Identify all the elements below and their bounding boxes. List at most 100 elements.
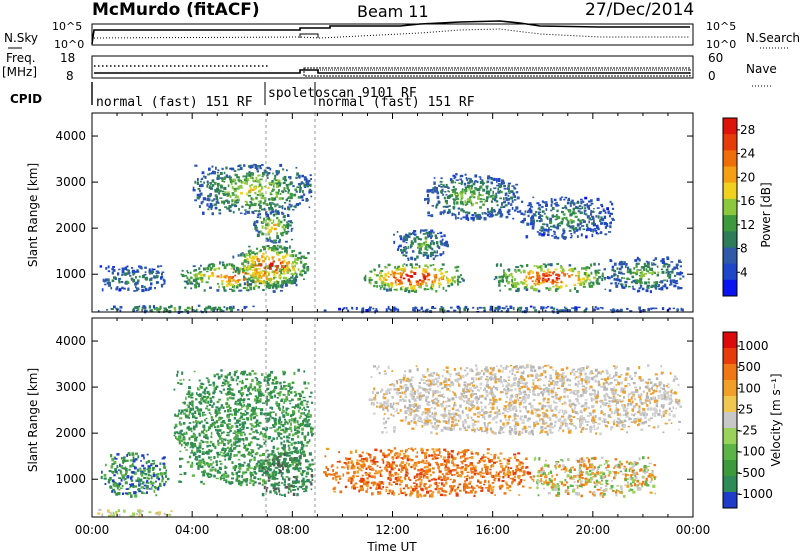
echo-cell [454, 214, 457, 217]
echo-cell [199, 194, 201, 198]
echo-cell [593, 208, 595, 210]
echo-cell [186, 282, 190, 285]
echo-cell [214, 409, 218, 411]
echo-cell [157, 272, 161, 274]
echo-cell [288, 278, 291, 280]
echo-cell [489, 309, 493, 311]
echo-cell [427, 235, 430, 238]
echo-cell [576, 200, 580, 203]
echo-cell [607, 276, 609, 279]
echo-cell [110, 454, 113, 458]
echo-cell [632, 276, 635, 279]
echo-cell [253, 286, 256, 290]
echo-cell [281, 197, 284, 200]
echo-cell [566, 201, 570, 205]
echo-cell [673, 266, 676, 270]
echo-cell [569, 236, 573, 239]
echo-cell [216, 455, 219, 458]
echo-cell [209, 468, 213, 472]
echo-cell [125, 470, 128, 474]
echo-cell [464, 305, 468, 309]
echo-cell [275, 170, 278, 173]
ytick-label: 3000 [55, 175, 86, 189]
echo-cell [299, 184, 301, 188]
echo-cell [211, 444, 215, 447]
echo-cell [587, 205, 590, 209]
echo-cell [562, 230, 565, 232]
echo-cell [288, 199, 291, 203]
echo-cell [229, 181, 233, 184]
echo-cell [281, 282, 285, 284]
echo-cell [515, 183, 519, 186]
echo-cell [207, 400, 210, 404]
echo-cell [665, 271, 668, 274]
echo-cell [242, 426, 245, 430]
echo-cell [259, 164, 262, 168]
echo-cell [207, 195, 210, 198]
echo-cell [611, 212, 614, 215]
echo-cell [308, 191, 311, 194]
echo-cell [405, 236, 409, 240]
echo-cell [146, 479, 149, 483]
echo-cell [241, 392, 245, 396]
echo-cell [581, 267, 583, 270]
echo-cell [291, 480, 295, 484]
echo-cell [224, 379, 228, 383]
echo-cell [293, 406, 296, 410]
echo-cell [563, 273, 566, 277]
echo-cell [425, 275, 427, 277]
echo-cell [390, 282, 393, 285]
echo-cell [571, 199, 574, 203]
echo-cell [288, 448, 291, 452]
echo-cell [566, 223, 569, 226]
echo-cell [580, 233, 583, 237]
echo-cell [402, 246, 406, 249]
echo-cell [310, 488, 313, 491]
echo-cell [311, 463, 315, 466]
echo-cell [557, 216, 561, 219]
echo-cell [246, 417, 249, 420]
echo-cell [619, 261, 621, 264]
echo-cell [452, 174, 455, 177]
echo-cell [212, 443, 215, 445]
echo-cell [231, 286, 234, 289]
echo-cell [258, 454, 263, 457]
echo-cell [675, 263, 679, 267]
echo-cell [274, 467, 278, 469]
echo-cell [433, 177, 436, 179]
echo-cell [111, 479, 115, 483]
echo-cell [146, 476, 149, 479]
echo-cell [502, 197, 505, 201]
echo-cell [231, 186, 234, 190]
echo-cell [453, 309, 455, 312]
echo-cell [147, 477, 151, 480]
echo-cell [433, 181, 436, 185]
echo-cell [206, 463, 210, 466]
echo-cell [283, 440, 286, 443]
echo-cell [588, 279, 591, 281]
echo-cell [253, 456, 256, 460]
echo-cell [305, 479, 309, 483]
echo-cell [627, 266, 630, 270]
echo-cell [272, 219, 275, 223]
echo-cell [289, 192, 292, 196]
echo-cell [238, 390, 241, 393]
echo-cell [645, 268, 648, 271]
echo-cell [276, 253, 280, 256]
echo-cell [269, 393, 272, 396]
echo-cell [398, 279, 401, 282]
echo-cell [578, 227, 581, 231]
echo-cell [542, 306, 545, 310]
echo-cell [194, 410, 197, 414]
echo-cell [587, 208, 591, 210]
echo-cell [189, 271, 192, 275]
echo-cell [423, 276, 427, 280]
echo-cell [248, 207, 251, 210]
echo-cell [647, 307, 650, 311]
echo-cell [443, 196, 446, 200]
echo-cell [303, 406, 305, 409]
echo-cell [188, 401, 191, 404]
echo-cell [229, 179, 233, 183]
echo-cell [186, 416, 190, 419]
echo-cell [291, 414, 295, 416]
